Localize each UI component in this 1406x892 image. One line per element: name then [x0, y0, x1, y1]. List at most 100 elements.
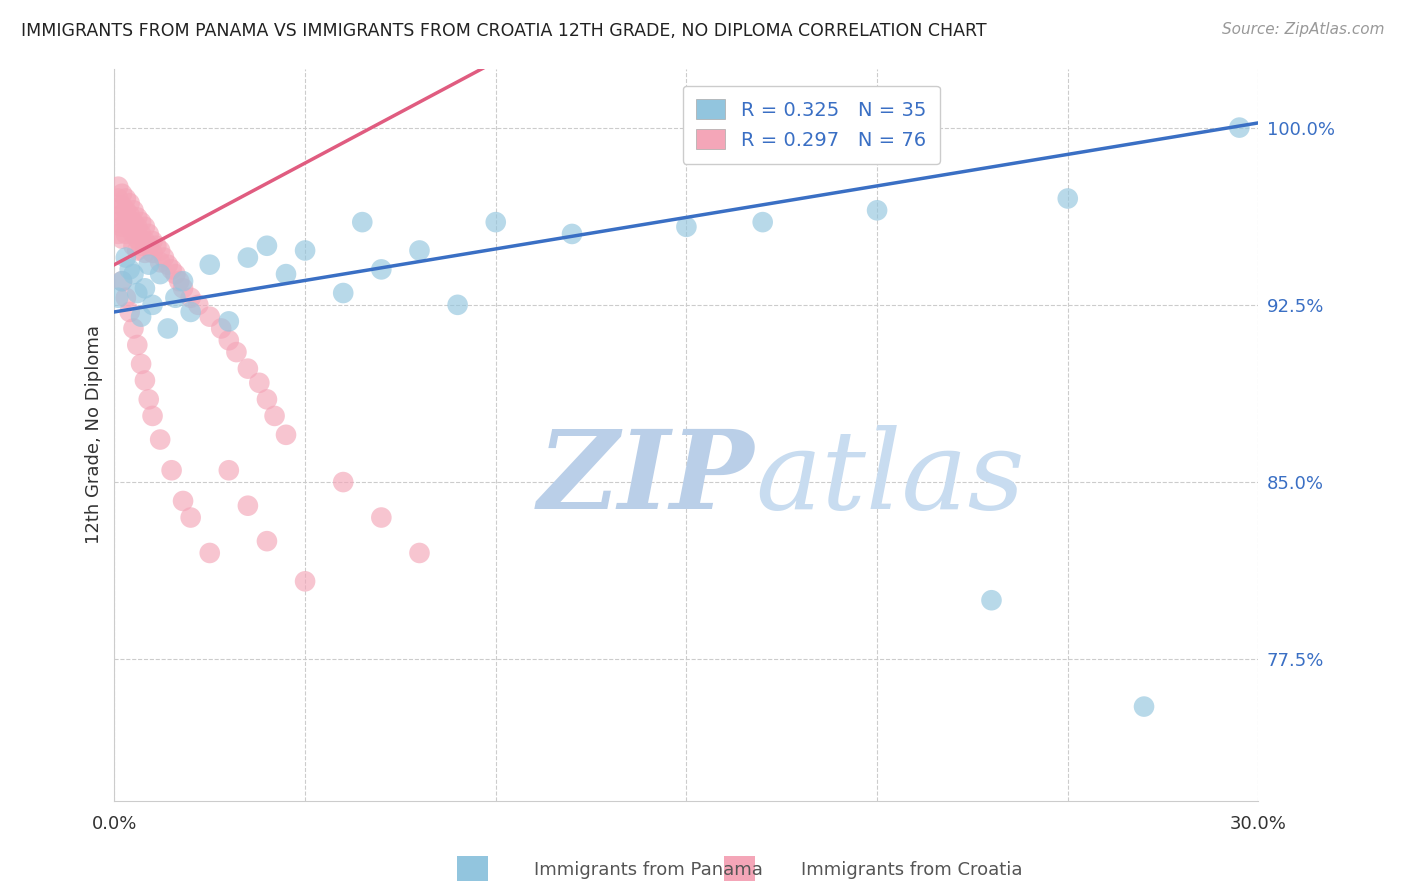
Point: [149, 244, 172, 258]
Point: [561, 227, 583, 241]
Point: [209, 321, 232, 335]
Point: [172, 494, 194, 508]
Point: [485, 215, 508, 229]
Point: [127, 244, 149, 258]
Point: [247, 376, 270, 390]
Text: Source: ZipAtlas.com: Source: ZipAtlas.com: [1222, 22, 1385, 37]
Point: [160, 463, 183, 477]
Point: [156, 321, 179, 335]
Point: [122, 239, 145, 253]
Point: [263, 409, 285, 423]
Point: [122, 227, 145, 241]
Point: [129, 227, 152, 241]
Point: [127, 211, 149, 225]
Point: [138, 239, 160, 253]
Point: [198, 310, 221, 324]
Point: [180, 305, 202, 319]
Point: [107, 179, 129, 194]
Point: [115, 192, 138, 206]
Text: atlas: atlas: [755, 425, 1025, 533]
Point: [236, 499, 259, 513]
Text: 0.0%: 0.0%: [91, 815, 138, 833]
Point: [115, 291, 138, 305]
Point: [153, 251, 176, 265]
Point: [156, 258, 179, 272]
Point: [408, 546, 430, 560]
Point: [115, 227, 138, 241]
Point: [1133, 699, 1156, 714]
Point: [111, 186, 134, 201]
Point: [274, 267, 297, 281]
Point: [107, 215, 129, 229]
Point: [107, 203, 129, 218]
Point: [172, 274, 194, 288]
Point: [332, 286, 354, 301]
Point: [115, 215, 138, 229]
Point: [111, 219, 134, 234]
Point: [160, 262, 183, 277]
Point: [675, 219, 697, 234]
Point: [866, 203, 889, 218]
Point: [236, 361, 259, 376]
Point: [111, 274, 134, 288]
Text: IMMIGRANTS FROM PANAMA VS IMMIGRANTS FROM CROATIA 12TH GRADE, NO DIPLOMA CORRELA: IMMIGRANTS FROM PANAMA VS IMMIGRANTS FRO…: [21, 22, 987, 40]
Point: [134, 234, 156, 248]
Point: [165, 291, 187, 305]
Point: [165, 267, 187, 281]
Point: [134, 245, 156, 260]
Point: [218, 463, 240, 477]
Point: [446, 298, 468, 312]
Point: [149, 267, 172, 281]
Legend: R = 0.325   N = 35, R = 0.297   N = 76: R = 0.325 N = 35, R = 0.297 N = 76: [682, 86, 939, 163]
Point: [122, 267, 145, 281]
Point: [141, 245, 163, 260]
Point: [122, 215, 145, 229]
Point: [980, 593, 1002, 607]
Point: [145, 239, 167, 253]
Point: [127, 219, 149, 234]
Point: [256, 534, 278, 549]
Point: [274, 427, 297, 442]
Point: [370, 262, 392, 277]
Point: [408, 244, 430, 258]
Point: [111, 232, 134, 246]
Point: [115, 251, 138, 265]
Point: [127, 338, 149, 352]
Point: [122, 321, 145, 335]
Point: [172, 281, 194, 295]
Point: [149, 255, 172, 269]
Point: [138, 227, 160, 241]
Point: [332, 475, 354, 489]
Point: [134, 374, 156, 388]
Point: [118, 219, 141, 234]
Point: [107, 291, 129, 305]
Point: [294, 244, 316, 258]
Point: [118, 305, 141, 319]
Point: [141, 234, 163, 248]
Point: [198, 546, 221, 560]
Point: [115, 203, 138, 218]
Point: [218, 333, 240, 347]
Point: [111, 208, 134, 222]
Point: [218, 314, 240, 328]
Point: [111, 274, 134, 288]
Point: [180, 510, 202, 524]
Point: [129, 239, 152, 253]
Point: [1227, 120, 1250, 135]
Text: 30.0%: 30.0%: [1230, 815, 1286, 833]
Point: [225, 345, 247, 359]
Text: ZIP: ZIP: [537, 425, 755, 533]
Point: [1056, 192, 1078, 206]
Point: [352, 215, 374, 229]
Text: Immigrants from Croatia: Immigrants from Croatia: [801, 861, 1024, 879]
Point: [129, 215, 152, 229]
Point: [256, 392, 278, 407]
Point: [370, 510, 392, 524]
Point: [141, 298, 163, 312]
Point: [118, 208, 141, 222]
Text: Immigrants from Panama: Immigrants from Panama: [534, 861, 763, 879]
Point: [111, 198, 134, 212]
Point: [107, 227, 129, 241]
Point: [138, 392, 160, 407]
Point: [751, 215, 773, 229]
